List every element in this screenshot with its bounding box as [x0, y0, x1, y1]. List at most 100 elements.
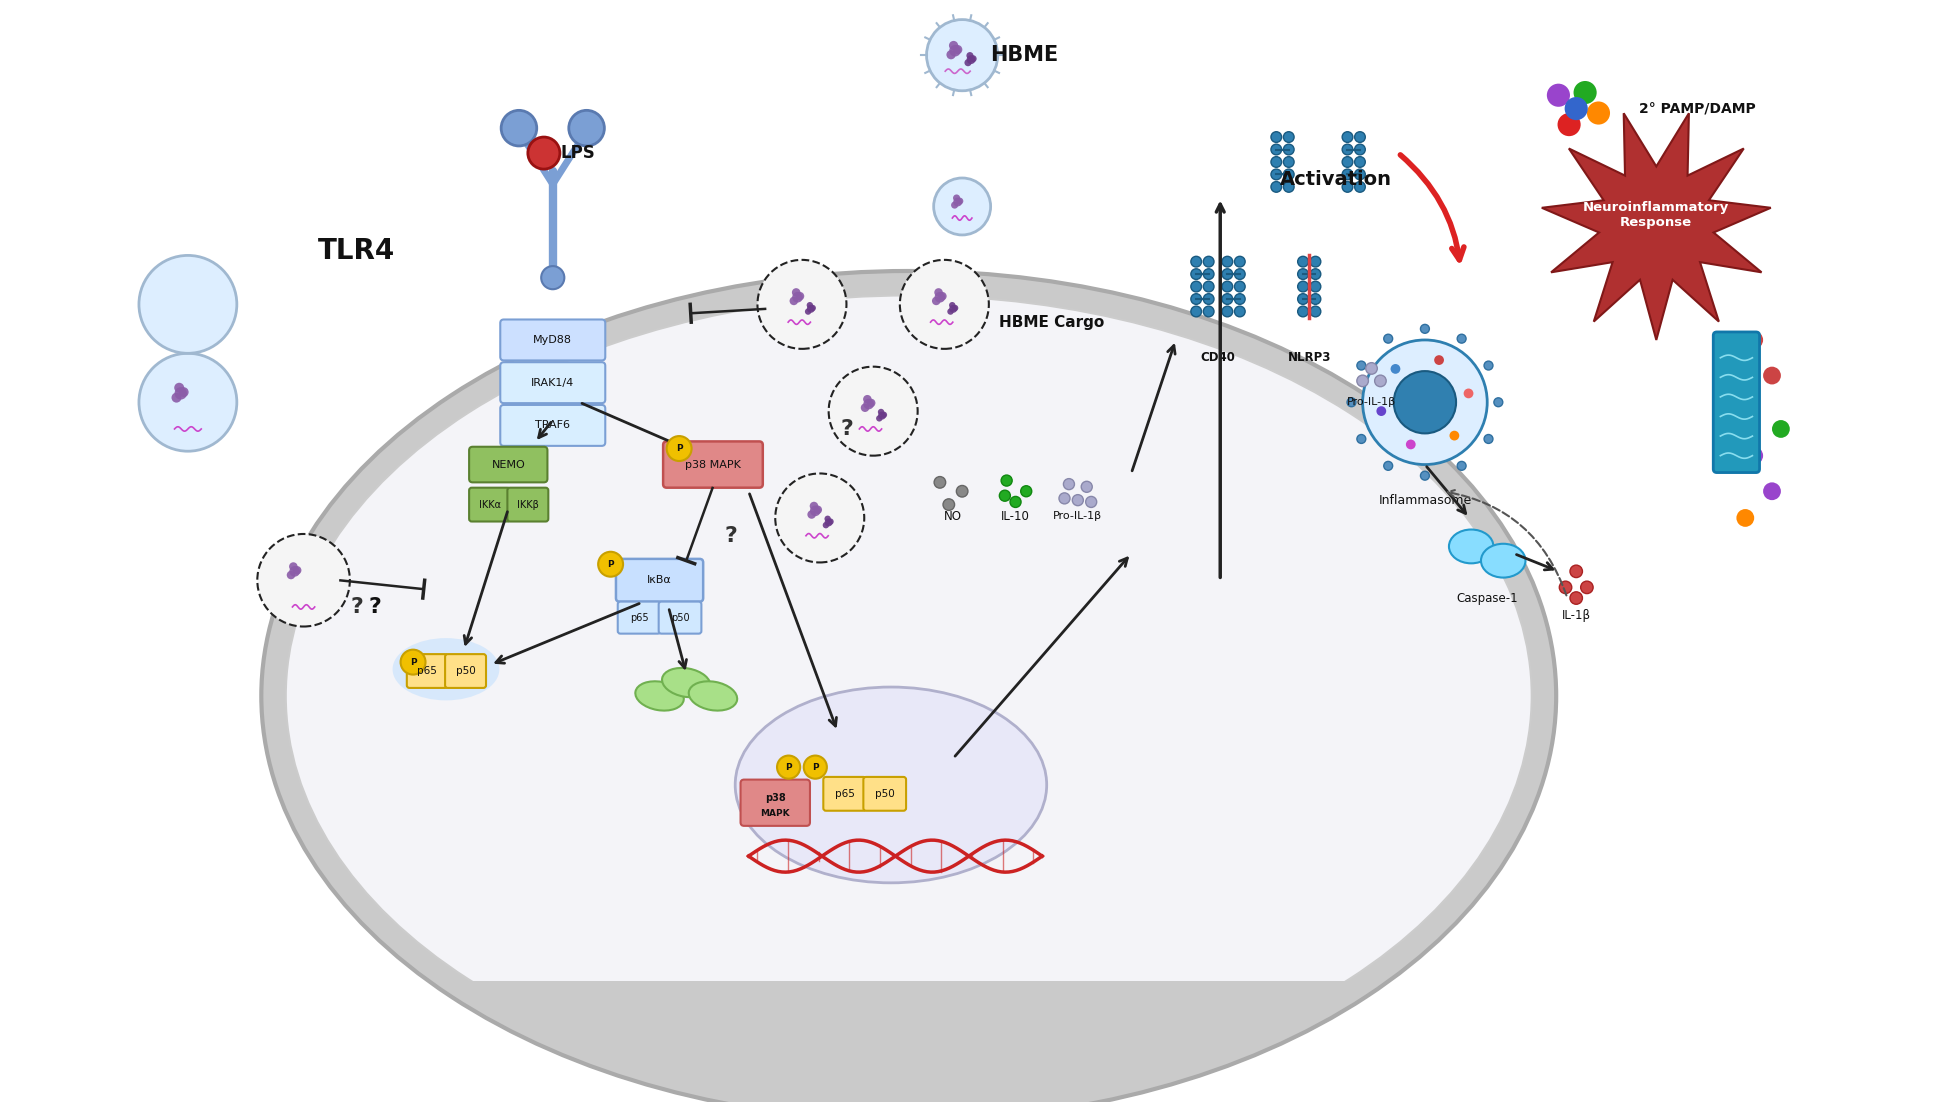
- Circle shape: [1060, 493, 1070, 504]
- Circle shape: [954, 197, 962, 206]
- Circle shape: [1234, 257, 1246, 267]
- Circle shape: [1081, 482, 1093, 493]
- Polygon shape: [1542, 114, 1771, 339]
- Circle shape: [527, 137, 560, 169]
- Circle shape: [1297, 306, 1309, 316]
- Text: IKKβ: IKKβ: [517, 499, 539, 509]
- Text: 2° PAMP/DAMP: 2° PAMP/DAMP: [1638, 101, 1755, 116]
- Circle shape: [1354, 132, 1365, 142]
- Circle shape: [927, 20, 997, 90]
- Text: ?: ?: [351, 597, 364, 617]
- Circle shape: [1457, 462, 1465, 471]
- Circle shape: [1745, 331, 1763, 349]
- Circle shape: [1297, 281, 1309, 292]
- Circle shape: [1311, 257, 1320, 267]
- Circle shape: [1191, 269, 1201, 280]
- Circle shape: [1573, 80, 1597, 104]
- Circle shape: [1342, 144, 1354, 155]
- Circle shape: [1485, 434, 1493, 443]
- Circle shape: [1342, 169, 1354, 180]
- FancyBboxPatch shape: [500, 363, 605, 403]
- Circle shape: [1348, 398, 1356, 407]
- Circle shape: [1377, 407, 1387, 415]
- Circle shape: [966, 52, 974, 60]
- FancyBboxPatch shape: [407, 655, 449, 688]
- Circle shape: [878, 409, 884, 415]
- Circle shape: [597, 552, 623, 576]
- Circle shape: [956, 197, 964, 205]
- Text: P: P: [786, 763, 791, 771]
- Circle shape: [1569, 592, 1583, 604]
- Circle shape: [776, 474, 864, 562]
- Circle shape: [1234, 294, 1246, 304]
- Text: NLRP3: NLRP3: [1287, 352, 1330, 365]
- Circle shape: [1463, 389, 1473, 398]
- Circle shape: [1763, 483, 1781, 500]
- Ellipse shape: [392, 638, 500, 701]
- Circle shape: [952, 194, 960, 202]
- Text: p50: p50: [456, 666, 476, 676]
- Text: Inflammasome: Inflammasome: [1379, 494, 1471, 507]
- Circle shape: [502, 110, 537, 145]
- FancyBboxPatch shape: [445, 655, 486, 688]
- Circle shape: [1203, 269, 1215, 280]
- Circle shape: [1485, 361, 1493, 370]
- Circle shape: [950, 305, 958, 313]
- Circle shape: [1559, 581, 1571, 594]
- Circle shape: [1191, 294, 1201, 304]
- FancyBboxPatch shape: [741, 779, 809, 825]
- Circle shape: [139, 354, 237, 451]
- Text: p65: p65: [835, 789, 854, 799]
- Text: ?: ?: [368, 597, 382, 617]
- Circle shape: [1434, 355, 1444, 365]
- Circle shape: [174, 382, 184, 392]
- Circle shape: [1271, 144, 1281, 155]
- Ellipse shape: [1450, 530, 1493, 563]
- Circle shape: [666, 436, 692, 461]
- Text: P: P: [676, 444, 682, 453]
- FancyBboxPatch shape: [615, 559, 703, 602]
- Circle shape: [1203, 306, 1215, 316]
- Circle shape: [1297, 269, 1309, 280]
- Ellipse shape: [735, 687, 1046, 883]
- Circle shape: [825, 516, 831, 522]
- Circle shape: [1763, 367, 1781, 385]
- Circle shape: [1354, 156, 1365, 168]
- Circle shape: [1383, 462, 1393, 471]
- Circle shape: [1203, 294, 1215, 304]
- Circle shape: [807, 305, 815, 313]
- FancyBboxPatch shape: [500, 404, 605, 446]
- Circle shape: [286, 571, 296, 580]
- Circle shape: [1745, 446, 1763, 465]
- Text: p65: p65: [417, 666, 437, 676]
- Circle shape: [1191, 306, 1201, 316]
- Circle shape: [1363, 339, 1487, 465]
- Circle shape: [1548, 84, 1569, 107]
- Text: CD40: CD40: [1201, 352, 1234, 365]
- Circle shape: [1358, 375, 1369, 387]
- Text: p50: p50: [670, 613, 690, 623]
- Circle shape: [1495, 398, 1503, 407]
- Circle shape: [174, 387, 186, 400]
- Circle shape: [868, 399, 876, 408]
- Circle shape: [934, 292, 946, 303]
- Circle shape: [1354, 182, 1365, 192]
- Circle shape: [946, 50, 956, 60]
- Circle shape: [827, 518, 835, 525]
- Circle shape: [813, 506, 823, 514]
- Circle shape: [1072, 495, 1083, 506]
- Circle shape: [899, 260, 989, 349]
- Circle shape: [1557, 114, 1581, 137]
- Circle shape: [791, 288, 801, 296]
- Circle shape: [789, 296, 797, 305]
- Circle shape: [1358, 361, 1365, 370]
- Circle shape: [1283, 182, 1295, 192]
- Circle shape: [1736, 509, 1753, 527]
- Circle shape: [942, 499, 954, 510]
- Circle shape: [1283, 144, 1295, 155]
- Circle shape: [807, 302, 813, 309]
- Circle shape: [1311, 294, 1320, 304]
- Circle shape: [950, 202, 958, 208]
- Text: HBME: HBME: [991, 45, 1058, 65]
- Circle shape: [878, 412, 885, 420]
